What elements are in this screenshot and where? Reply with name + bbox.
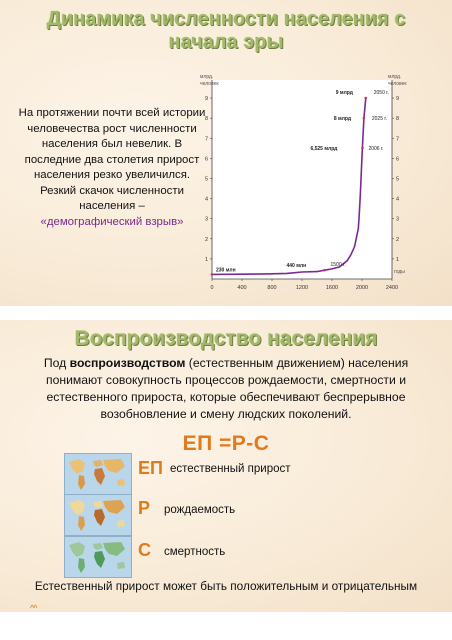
y-tick-label-right: 1 <box>396 257 399 263</box>
y-tick-label-right: 2 <box>396 237 399 243</box>
world-map-icon <box>65 454 131 494</box>
demographic-explosion-term: «демографический взрыв» <box>40 215 184 228</box>
description-part-2: Резкий скачок численности населения – <box>40 184 184 213</box>
y-tick-label-right: 3 <box>396 217 399 223</box>
y-tick-label-right: 8 <box>396 116 399 122</box>
description-part-1: На протяжении почти всей истории человеч… <box>18 107 206 181</box>
world-map-thumbnail <box>64 494 132 536</box>
x-tick-label: 1600 <box>326 285 338 291</box>
annotation-value: 230 млн <box>216 267 236 273</box>
world-map-icon <box>65 495 131 535</box>
population-curve <box>211 98 367 276</box>
annotation-point <box>210 273 214 276</box>
y-tick-label: 4 <box>205 197 208 203</box>
x-tick-label: 0 <box>210 285 213 291</box>
y-tick-label: 2 <box>205 237 208 243</box>
y-axis-label-right: человек <box>388 81 407 87</box>
y-tick-label: 6 <box>205 156 208 162</box>
closing-text: Естественный прирост может быть положите… <box>34 579 418 593</box>
abbr-birth-rate: Р <box>138 498 151 518</box>
formula: ЕП =Р-С <box>182 432 270 455</box>
label-natural-growth: естественный прирост <box>170 463 291 475</box>
x-tick-label: 2400 <box>386 285 398 291</box>
chevron-up-icon: ^^ <box>30 603 38 612</box>
y-axis-label-right: млрд. <box>388 74 401 80</box>
y-tick-label: 3 <box>205 217 208 223</box>
annotation-value: 440 млн <box>287 263 307 269</box>
y-tick-label: 1 <box>205 257 208 263</box>
annotation-year: 2006 г. <box>368 146 383 152</box>
x-axis-label: годы <box>394 269 405 275</box>
y-tick-label: 9 <box>205 96 208 102</box>
x-tick-label: 2000 <box>356 285 368 291</box>
annotation-point <box>361 146 364 150</box>
label-mortality: смертность <box>164 546 226 558</box>
annotation-point <box>362 116 366 120</box>
title-line-1: Динамика численности населения с <box>46 8 406 30</box>
title-line-2: начала эры <box>168 31 284 53</box>
annotation-year: 1500 г. <box>331 262 346 268</box>
world-map-thumbnail <box>64 453 132 495</box>
y-tick-label-right: 7 <box>396 136 399 142</box>
annotation-value: 9 млрд <box>336 90 354 96</box>
slide-population-dynamics: Динамика численности населения с начала … <box>0 0 452 306</box>
y-tick-label: 5 <box>205 176 208 182</box>
annotation-point <box>323 268 326 272</box>
definition-lead: Под <box>43 356 67 370</box>
definition-term: воспроизводством <box>69 356 186 370</box>
y-axis-label: человек <box>200 81 219 87</box>
slide-title: Воспроизводство населения <box>74 327 378 350</box>
annotation-point <box>364 96 368 100</box>
y-tick-label-right: 4 <box>396 197 399 203</box>
world-map-icon <box>65 537 131 577</box>
label-birth-rate: рождаемость <box>164 504 236 516</box>
slide-population-reproduction: Воспроизводство населения Под воспроизво… <box>0 320 452 612</box>
description-text: На протяжении почти всей истории человеч… <box>18 106 206 230</box>
x-tick-label: 800 <box>267 285 276 291</box>
annotation-value: 6,525 млрд <box>310 146 338 152</box>
y-tick-label: 8 <box>205 116 208 122</box>
y-tick-label-right: 6 <box>396 156 399 162</box>
x-tick-label: 1200 <box>296 285 308 291</box>
definition-paragraph: Под воспроизводством (естественным движе… <box>20 355 432 423</box>
annotation-value: 8 млрд <box>334 116 352 122</box>
slide-title: Динамика численности населения с начала … <box>0 8 452 54</box>
definition-rest: (естественным движением) населения поним… <box>45 356 409 421</box>
y-tick-label-right: 9 <box>396 96 399 102</box>
annotation-year: 2025 г. <box>372 116 387 122</box>
abbr-natural-growth: ЕП <box>138 458 163 478</box>
world-map-thumbnail <box>64 536 132 578</box>
annotation-year: 2050 г. <box>374 90 389 96</box>
y-tick-label-right: 5 <box>396 176 399 182</box>
y-axis-label: млрд. <box>200 74 213 80</box>
y-tick-label: 7 <box>205 136 208 142</box>
plot-area <box>212 80 392 279</box>
abbr-mortality: С <box>138 540 151 560</box>
x-tick-label: 400 <box>237 285 246 291</box>
